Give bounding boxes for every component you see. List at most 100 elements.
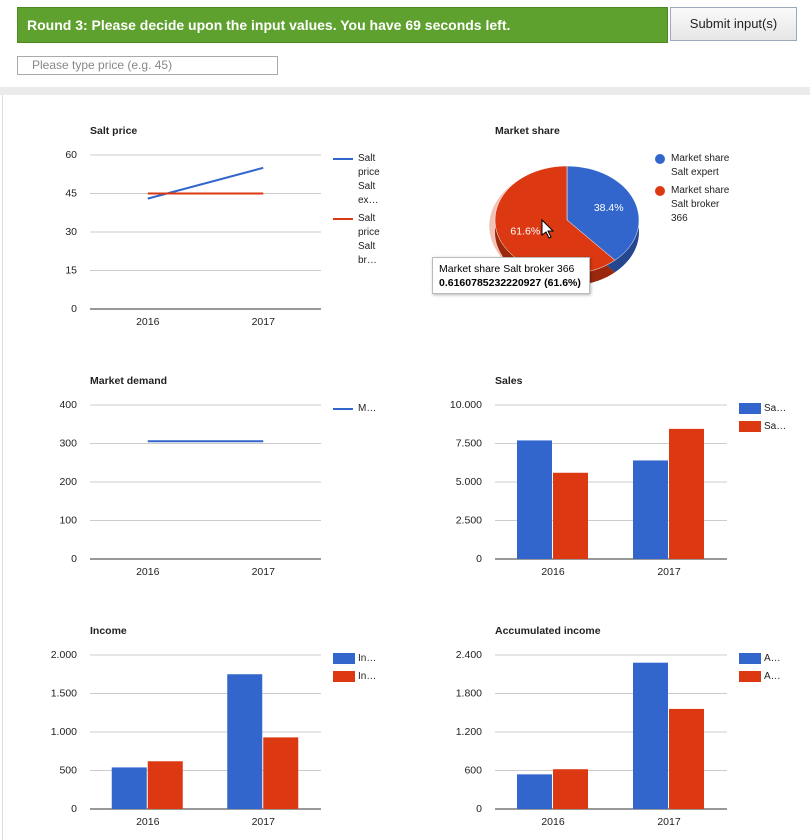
y-tick-label: 300 (59, 437, 77, 449)
legend-swatch (655, 186, 665, 196)
x-tick-label: 2017 (657, 816, 681, 828)
legend-entry: In… (333, 652, 383, 666)
bar (263, 737, 299, 809)
tooltip-title: Market share Salt broker 366 (439, 263, 575, 275)
chart-title: Salt price (90, 125, 137, 137)
x-tick-label: 2016 (136, 316, 160, 328)
y-tick-label: 45 (65, 187, 77, 199)
legend: M… (333, 402, 395, 420)
legend: In… In… (333, 652, 383, 688)
status-banner: Round 3: Please decide upon the input va… (17, 7, 668, 43)
y-tick-label: 0 (71, 553, 77, 565)
bar (633, 662, 668, 809)
y-tick-label: 0 (71, 803, 77, 815)
y-tick-label: 0 (71, 303, 77, 315)
legend-swatch (333, 671, 355, 682)
legend-label: M… (358, 403, 377, 414)
slice-label: 38.4% (594, 202, 624, 214)
y-tick-label: 0 (476, 553, 482, 565)
y-tick-label: 500 (59, 764, 77, 776)
y-tick-label: 0 (476, 803, 482, 815)
y-tick-label: 1.000 (51, 726, 77, 738)
legend-label: A… (764, 653, 781, 664)
bar (633, 460, 668, 559)
pie-slice (566, 165, 640, 261)
legend-entry: Sa… (739, 402, 789, 416)
bar (111, 767, 147, 809)
x-tick-label: 2016 (136, 566, 160, 578)
y-tick-label: 400 (59, 399, 77, 411)
legend-label: Salt price Salt ex… (358, 153, 380, 206)
y-tick-label: 200 (59, 476, 77, 488)
x-tick-label: 2017 (252, 816, 276, 828)
legend-swatch (739, 671, 761, 682)
legend-label: A… (764, 671, 781, 682)
legend-swatch (739, 653, 761, 664)
y-tick-label: 1.800 (456, 687, 482, 699)
bar (669, 708, 704, 809)
legend-label: In… (358, 653, 377, 664)
y-tick-label: 2.400 (456, 649, 482, 661)
bar (227, 674, 263, 809)
legend-label: Market share Salt expert (671, 153, 730, 178)
legend-entry: A… (739, 652, 789, 666)
legend-entry: A… (739, 670, 789, 684)
bar (517, 440, 552, 559)
chart-title: Accumulated income (495, 625, 601, 637)
legend-entry: Sa… (739, 420, 789, 434)
legend-swatch (333, 653, 355, 664)
legend-entry: Market share Salt broker 366 (655, 184, 735, 226)
y-tick-label: 10.000 (450, 399, 482, 411)
y-tick-label: 600 (464, 764, 482, 776)
bar (553, 769, 588, 809)
legend: Salt price Salt ex… Salt price Salt br… (333, 152, 395, 272)
y-tick-label: 100 (59, 514, 77, 526)
bar (517, 774, 552, 809)
legend-label: Salt price Salt br… (358, 213, 380, 266)
legend: Market share Salt expert Market share Sal… (655, 152, 735, 230)
panel-edge (2, 95, 3, 840)
legend-label: Sa… (764, 403, 787, 414)
separator (0, 87, 810, 95)
chart-title: Market demand (90, 375, 167, 387)
legend-label: Sa… (764, 421, 787, 432)
x-tick-label: 2016 (136, 816, 160, 828)
tooltip: Market share Salt broker 366 0.6160785232… (432, 257, 590, 294)
y-tick-label: 7.500 (456, 437, 482, 449)
bar (669, 428, 704, 559)
bar (553, 472, 588, 559)
x-tick-label: 2017 (252, 316, 276, 328)
y-tick-label: 15 (65, 264, 77, 276)
legend-swatch (739, 421, 761, 432)
legend-swatch (333, 158, 353, 160)
y-tick-label: 60 (65, 149, 77, 161)
legend-label: Market share Salt broker 366 (671, 185, 730, 224)
chart-title: Sales (495, 375, 523, 387)
y-tick-label: 1.500 (51, 687, 77, 699)
price-input[interactable]: Please type price (e.g. 45) (17, 56, 278, 75)
legend-entry: In… (333, 670, 383, 684)
legend: Sa… Sa… (739, 402, 789, 438)
y-tick-label: 30 (65, 226, 77, 238)
y-tick-label: 2.000 (51, 649, 77, 661)
legend-entry: Salt price Salt br… (333, 212, 395, 268)
y-tick-label: 1.200 (456, 726, 482, 738)
bar (147, 761, 183, 809)
y-tick-label: 2.500 (456, 514, 482, 526)
legend-label: In… (358, 671, 377, 682)
x-tick-label: 2017 (657, 566, 681, 578)
x-tick-label: 2017 (252, 566, 276, 578)
legend-swatch (739, 403, 761, 414)
legend: A… A… (739, 652, 789, 688)
legend-swatch (333, 218, 353, 220)
slice-label: 61.6% (510, 226, 540, 238)
y-tick-label: 5.000 (456, 476, 482, 488)
legend-swatch (333, 408, 353, 410)
legend-entry: M… (333, 402, 395, 416)
cursor (541, 218, 555, 239)
legend-swatch (655, 154, 665, 164)
submit-button[interactable]: Submit input(s) (670, 7, 797, 41)
legend-entry: Salt price Salt ex… (333, 152, 395, 208)
